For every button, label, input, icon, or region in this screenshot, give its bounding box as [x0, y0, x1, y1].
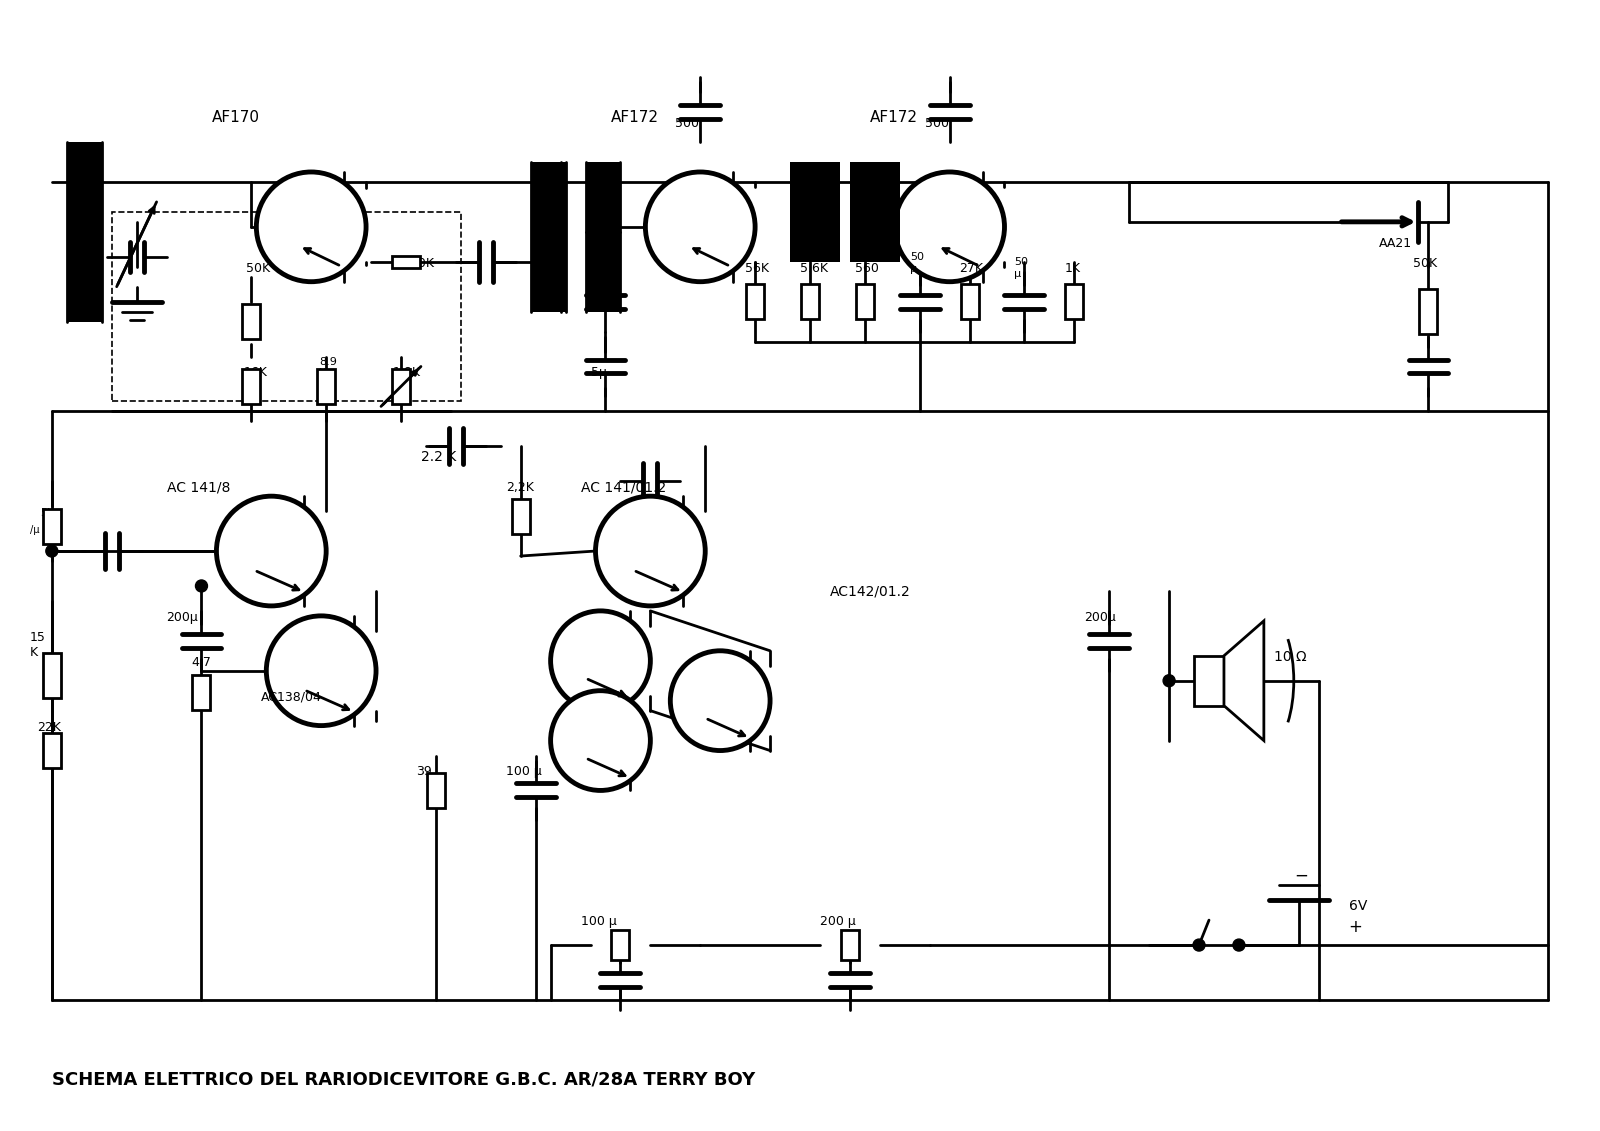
Bar: [850, 162, 899, 261]
Bar: [746, 284, 765, 319]
Text: AC138/04: AC138/04: [261, 691, 322, 703]
Polygon shape: [1224, 621, 1264, 741]
Circle shape: [195, 580, 208, 592]
Bar: [586, 162, 621, 312]
Circle shape: [550, 691, 650, 791]
Text: 500: 500: [586, 261, 610, 275]
Bar: [842, 930, 859, 960]
Text: 1K: 1K: [1064, 261, 1080, 275]
Text: TA 210: TA 210: [571, 709, 618, 724]
Text: 16K: 16K: [243, 366, 267, 380]
Bar: [611, 930, 629, 960]
Text: +: +: [1349, 918, 1363, 936]
Text: 39: 39: [416, 766, 432, 778]
Text: 560: 560: [854, 261, 878, 275]
Text: 200µ: 200µ: [166, 611, 198, 624]
Text: AC 141/8: AC 141/8: [166, 481, 230, 494]
Text: 5K: 5K: [40, 508, 54, 518]
Text: 6V: 6V: [1349, 899, 1366, 913]
Bar: [392, 256, 419, 268]
Circle shape: [266, 616, 376, 726]
Bar: [531, 162, 565, 312]
Bar: [43, 733, 61, 768]
Circle shape: [894, 172, 1005, 282]
Text: 27K: 27K: [960, 261, 984, 275]
Text: SCHEMA ELETTRICO DEL RARIODICEVITORE G.B.C. AR/28A TERRY BOY: SCHEMA ELETTRICO DEL RARIODICEVITORE G.B…: [51, 1071, 755, 1089]
Bar: [67, 143, 102, 321]
Text: 8.9
K: 8.9 K: [318, 357, 338, 379]
Text: 50K: 50K: [246, 261, 270, 275]
Bar: [1194, 656, 1224, 706]
Text: 4.7: 4.7: [192, 656, 211, 668]
Text: 56K: 56K: [746, 261, 770, 275]
Circle shape: [670, 650, 770, 751]
Bar: [242, 369, 261, 404]
Text: 500: 500: [675, 118, 699, 130]
Text: AC 141/01.2: AC 141/01.2: [581, 481, 666, 494]
Bar: [43, 509, 61, 544]
Circle shape: [1234, 939, 1245, 951]
Text: 2.2 K: 2.2 K: [421, 450, 456, 464]
Bar: [317, 369, 334, 404]
Text: 10 Ω: 10 Ω: [1274, 650, 1307, 664]
Text: AF170: AF170: [211, 110, 259, 126]
Circle shape: [216, 497, 326, 606]
Text: /µ: /µ: [30, 525, 40, 535]
Text: 50K: 50K: [1413, 257, 1438, 269]
Text: AF172: AF172: [611, 110, 659, 126]
Bar: [192, 675, 211, 710]
Text: 2,2K: 2,2K: [506, 481, 533, 494]
Text: 500: 500: [925, 118, 949, 130]
Text: 1.8K: 1.8K: [394, 366, 421, 380]
Text: 100 µ: 100 µ: [506, 766, 541, 778]
Bar: [512, 499, 530, 534]
Circle shape: [1194, 939, 1205, 951]
Bar: [960, 284, 979, 319]
Circle shape: [1163, 675, 1174, 687]
Bar: [112, 211, 461, 402]
Text: 22K: 22K: [37, 720, 61, 734]
Text: AA21: AA21: [1379, 236, 1411, 250]
Text: 200 µ: 200 µ: [819, 915, 856, 929]
Circle shape: [595, 497, 706, 606]
Bar: [43, 654, 61, 698]
Text: 100 µ: 100 µ: [581, 915, 616, 929]
Text: 5µ: 5µ: [590, 366, 606, 380]
Bar: [856, 284, 874, 319]
Text: 10K: 10K: [411, 257, 435, 269]
Bar: [790, 162, 840, 261]
Text: AC142/01.2: AC142/01.2: [830, 585, 910, 599]
Text: 5.6K: 5.6K: [800, 261, 829, 275]
Text: 200µ: 200µ: [1085, 611, 1117, 624]
Circle shape: [256, 172, 366, 282]
Text: 50
µ: 50 µ: [1014, 257, 1029, 278]
Text: 50
µ: 50 µ: [910, 252, 923, 274]
Text: AF172: AF172: [870, 110, 918, 126]
Bar: [802, 284, 819, 319]
Circle shape: [550, 611, 650, 710]
Bar: [392, 369, 410, 404]
Circle shape: [645, 172, 755, 282]
Bar: [242, 304, 261, 339]
Bar: [1066, 284, 1083, 319]
Bar: [1419, 290, 1437, 334]
Circle shape: [46, 545, 58, 558]
Text: −: −: [1294, 866, 1307, 884]
Bar: [427, 772, 445, 808]
Text: 15
K: 15 K: [30, 631, 46, 658]
